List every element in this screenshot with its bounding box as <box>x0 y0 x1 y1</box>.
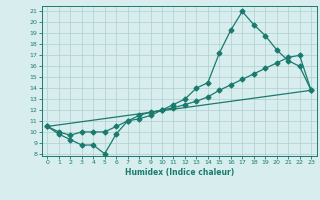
X-axis label: Humidex (Indice chaleur): Humidex (Indice chaleur) <box>124 168 234 177</box>
